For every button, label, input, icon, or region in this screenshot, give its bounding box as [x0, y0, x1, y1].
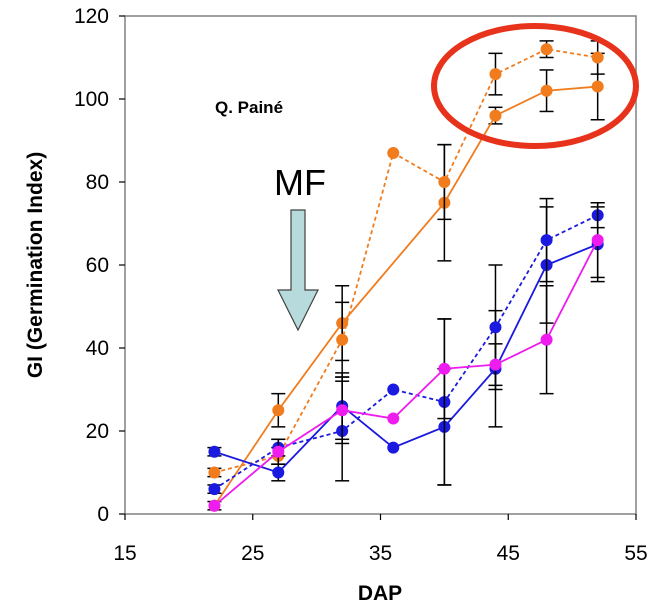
- series-line: [213, 239, 599, 507]
- x-tick-label: 15: [113, 542, 136, 565]
- data-point: [438, 176, 451, 188]
- highlight-ellipse: [431, 23, 639, 149]
- mf-label: MF: [274, 162, 326, 203]
- y-tick-label: 0: [97, 503, 109, 526]
- data-point: [208, 483, 221, 496]
- data-point: [272, 466, 285, 479]
- data-point: [438, 362, 451, 375]
- down-arrow-icon: [277, 209, 319, 332]
- data-point: [591, 80, 604, 93]
- series-line: [214, 48, 598, 474]
- data-point: [272, 445, 285, 458]
- data-point: [540, 84, 553, 97]
- x-tick-label: 25: [241, 542, 264, 565]
- y-axis-title: GI (Germination Index): [24, 152, 47, 378]
- data-point: [591, 51, 604, 64]
- data-point: [208, 499, 221, 512]
- x-tick-label: 35: [369, 542, 392, 565]
- data-point: [489, 358, 502, 371]
- data-point: [387, 146, 400, 159]
- sample-label: Q. Painé: [215, 98, 283, 117]
- series-5: [208, 202, 605, 512]
- x-axis: 15 25 35 45 55: [113, 514, 648, 565]
- data-point: [540, 333, 553, 346]
- data-point: [591, 234, 604, 247]
- series-line: [214, 243, 599, 474]
- data-point: [387, 412, 400, 425]
- data-point: [489, 68, 502, 81]
- y-tick-label: 60: [86, 254, 109, 277]
- y-tick-label: 120: [74, 5, 109, 28]
- data-point: [540, 43, 553, 56]
- x-axis-title: DAP: [358, 582, 402, 605]
- data-point: [336, 333, 349, 346]
- data-point: [387, 441, 400, 454]
- data-point: [208, 445, 221, 458]
- data-point: [540, 234, 553, 247]
- y-tick-label: 40: [86, 337, 109, 360]
- data-point: [489, 109, 502, 122]
- series-layer: [207, 40, 605, 512]
- y-tick-label: 80: [86, 171, 109, 194]
- data-point: [489, 321, 502, 334]
- y-tick-label: 20: [86, 420, 109, 443]
- data-point: [387, 383, 400, 396]
- data-point: [208, 466, 221, 479]
- y-tick-label: 100: [74, 88, 109, 111]
- data-point: [272, 404, 285, 417]
- y-axis: 0 20 40 60 80 100 120: [74, 5, 125, 526]
- x-tick-label: 55: [624, 542, 647, 565]
- data-point: [336, 404, 349, 417]
- x-tick-label: 45: [497, 542, 520, 565]
